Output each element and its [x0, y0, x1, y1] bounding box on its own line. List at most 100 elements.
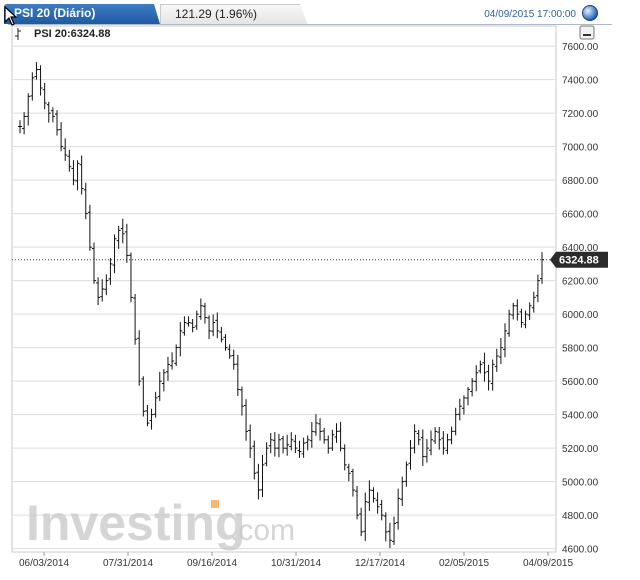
ohlc-bar [137, 330, 142, 386]
ohlc-bar [96, 277, 101, 306]
ohlc-bar [59, 122, 64, 152]
tab-index-daily[interactable]: PSI 20 (Diário) [4, 4, 160, 24]
ohlc-bar [445, 433, 450, 455]
y-tick-label: 6800.00 [562, 176, 599, 187]
y-tick-label: 5600.00 [562, 377, 599, 388]
ohlc-bar [346, 463, 351, 482]
ohlc-bar [30, 72, 35, 101]
ohlc-bar [519, 308, 524, 328]
ohlc-bar [441, 431, 446, 455]
ohlc-bar [416, 429, 421, 446]
ohlc-bars [18, 62, 544, 549]
ohlc-bar [178, 322, 183, 357]
ohlc-bar [408, 440, 413, 470]
chart-header: PSI 20 (Diário) 121.29 (1.96%) 04/09/201… [0, 0, 620, 25]
ohlc-bar [461, 395, 466, 415]
ohlc-bar [256, 463, 261, 500]
ohlc-bar [219, 326, 224, 343]
y-tick-label: 7600.00 [562, 42, 599, 53]
current-price-label: 6324.88 [559, 255, 599, 267]
ohlc-bar [507, 309, 512, 337]
ohlc-bar [202, 302, 207, 324]
ohlc-bar [157, 371, 162, 401]
ohlc-bar [38, 65, 43, 96]
ohlc-bar [145, 405, 150, 427]
x-tick-label: 06/03/2014 [19, 558, 69, 569]
y-tick-label: 7000.00 [562, 143, 599, 154]
ohlc-bar [18, 120, 22, 134]
ohlc-bar [494, 348, 499, 372]
ohlc-bar [235, 354, 240, 397]
ohlc-bar [359, 507, 364, 537]
ohlc-bar [433, 427, 438, 444]
ohlc-bar [511, 302, 516, 320]
ohlc-bar [293, 434, 298, 454]
ohlc-bar [149, 408, 154, 430]
watermark-brand: Investing [26, 495, 245, 551]
ohlc-bar [91, 242, 96, 284]
ohlc-bar [34, 62, 39, 80]
ohlc-bar [198, 298, 203, 320]
ohlc-bar [108, 257, 113, 285]
x-tick-label: 09/16/2014 [187, 558, 237, 569]
ohlc-bar [248, 424, 253, 458]
ohlc-bar [527, 302, 532, 320]
ohlc-bar [124, 223, 129, 263]
plot-area [11, 25, 557, 553]
ohlc-bar [322, 427, 327, 444]
ohlc-bar [112, 234, 117, 274]
y-tick-label: 4800.00 [562, 511, 599, 522]
last-update-datetime: 04/09/2015 17:00:00 [484, 9, 576, 20]
y-tick-label: 7400.00 [562, 76, 599, 87]
minimize-icon[interactable] [579, 25, 595, 40]
ohlc-bar [272, 432, 277, 457]
ohlc-bar [342, 444, 347, 471]
x-tick-label: 10/31/2014 [271, 558, 321, 569]
watermark-dot [211, 500, 219, 508]
ohlc-bar [26, 93, 31, 126]
price-change-label: 121.29 (1.96%) [175, 7, 258, 21]
ohlc-bar [482, 352, 487, 382]
ohlc-bar [289, 432, 294, 451]
ohlc-bar [133, 293, 138, 345]
ohlc-bar [363, 492, 368, 541]
tab-title-label: PSI 20 (Diário) [14, 6, 96, 20]
ohlc-bar [264, 442, 269, 467]
watermark-suffix: .com [230, 514, 295, 547]
ohlc-bar [437, 427, 442, 450]
ohlc-bar [128, 252, 133, 303]
globe-icon[interactable] [582, 5, 598, 21]
ohlc-bar [478, 360, 483, 374]
ohlc-bar [67, 149, 72, 172]
ohlc-bar [490, 359, 495, 391]
ohlc-bar [429, 430, 434, 456]
ohlc-bar [170, 352, 175, 370]
y-tick-label: 5200.00 [562, 444, 599, 455]
x-tick-label: 04/09/2015 [523, 558, 573, 569]
ohlc-bar [50, 107, 55, 123]
cursor-arrow-icon [4, 6, 18, 26]
ohlc-bar [301, 437, 306, 458]
ohlc-bar [313, 414, 318, 436]
ohlc-bar [540, 252, 544, 284]
ohlc-bar [305, 435, 310, 451]
ohlc-bar [46, 101, 51, 123]
y-tick-label: 6600.00 [562, 210, 599, 221]
ohlc-bar [424, 439, 429, 463]
ohlc-bar [211, 314, 216, 337]
ohlc-bar [338, 421, 343, 452]
ohlc-bar [239, 386, 244, 416]
ohlc-bar [186, 316, 191, 327]
ohlc-bar [383, 512, 388, 542]
legend: PSI 20:6324.88 [15, 28, 110, 40]
ohlc-bar [54, 110, 59, 136]
ohlc-bar [404, 461, 409, 487]
tab-price-change[interactable]: 121.29 (1.96%) [160, 4, 308, 25]
legend-bar-icon [15, 28, 21, 40]
ohlc-bar [449, 426, 454, 445]
ohlc-bar [194, 310, 199, 330]
ohlc-bar [396, 488, 401, 530]
ohlc-bar [453, 407, 458, 436]
grid-lines [12, 45, 556, 550]
ohlc-bar [474, 365, 479, 392]
